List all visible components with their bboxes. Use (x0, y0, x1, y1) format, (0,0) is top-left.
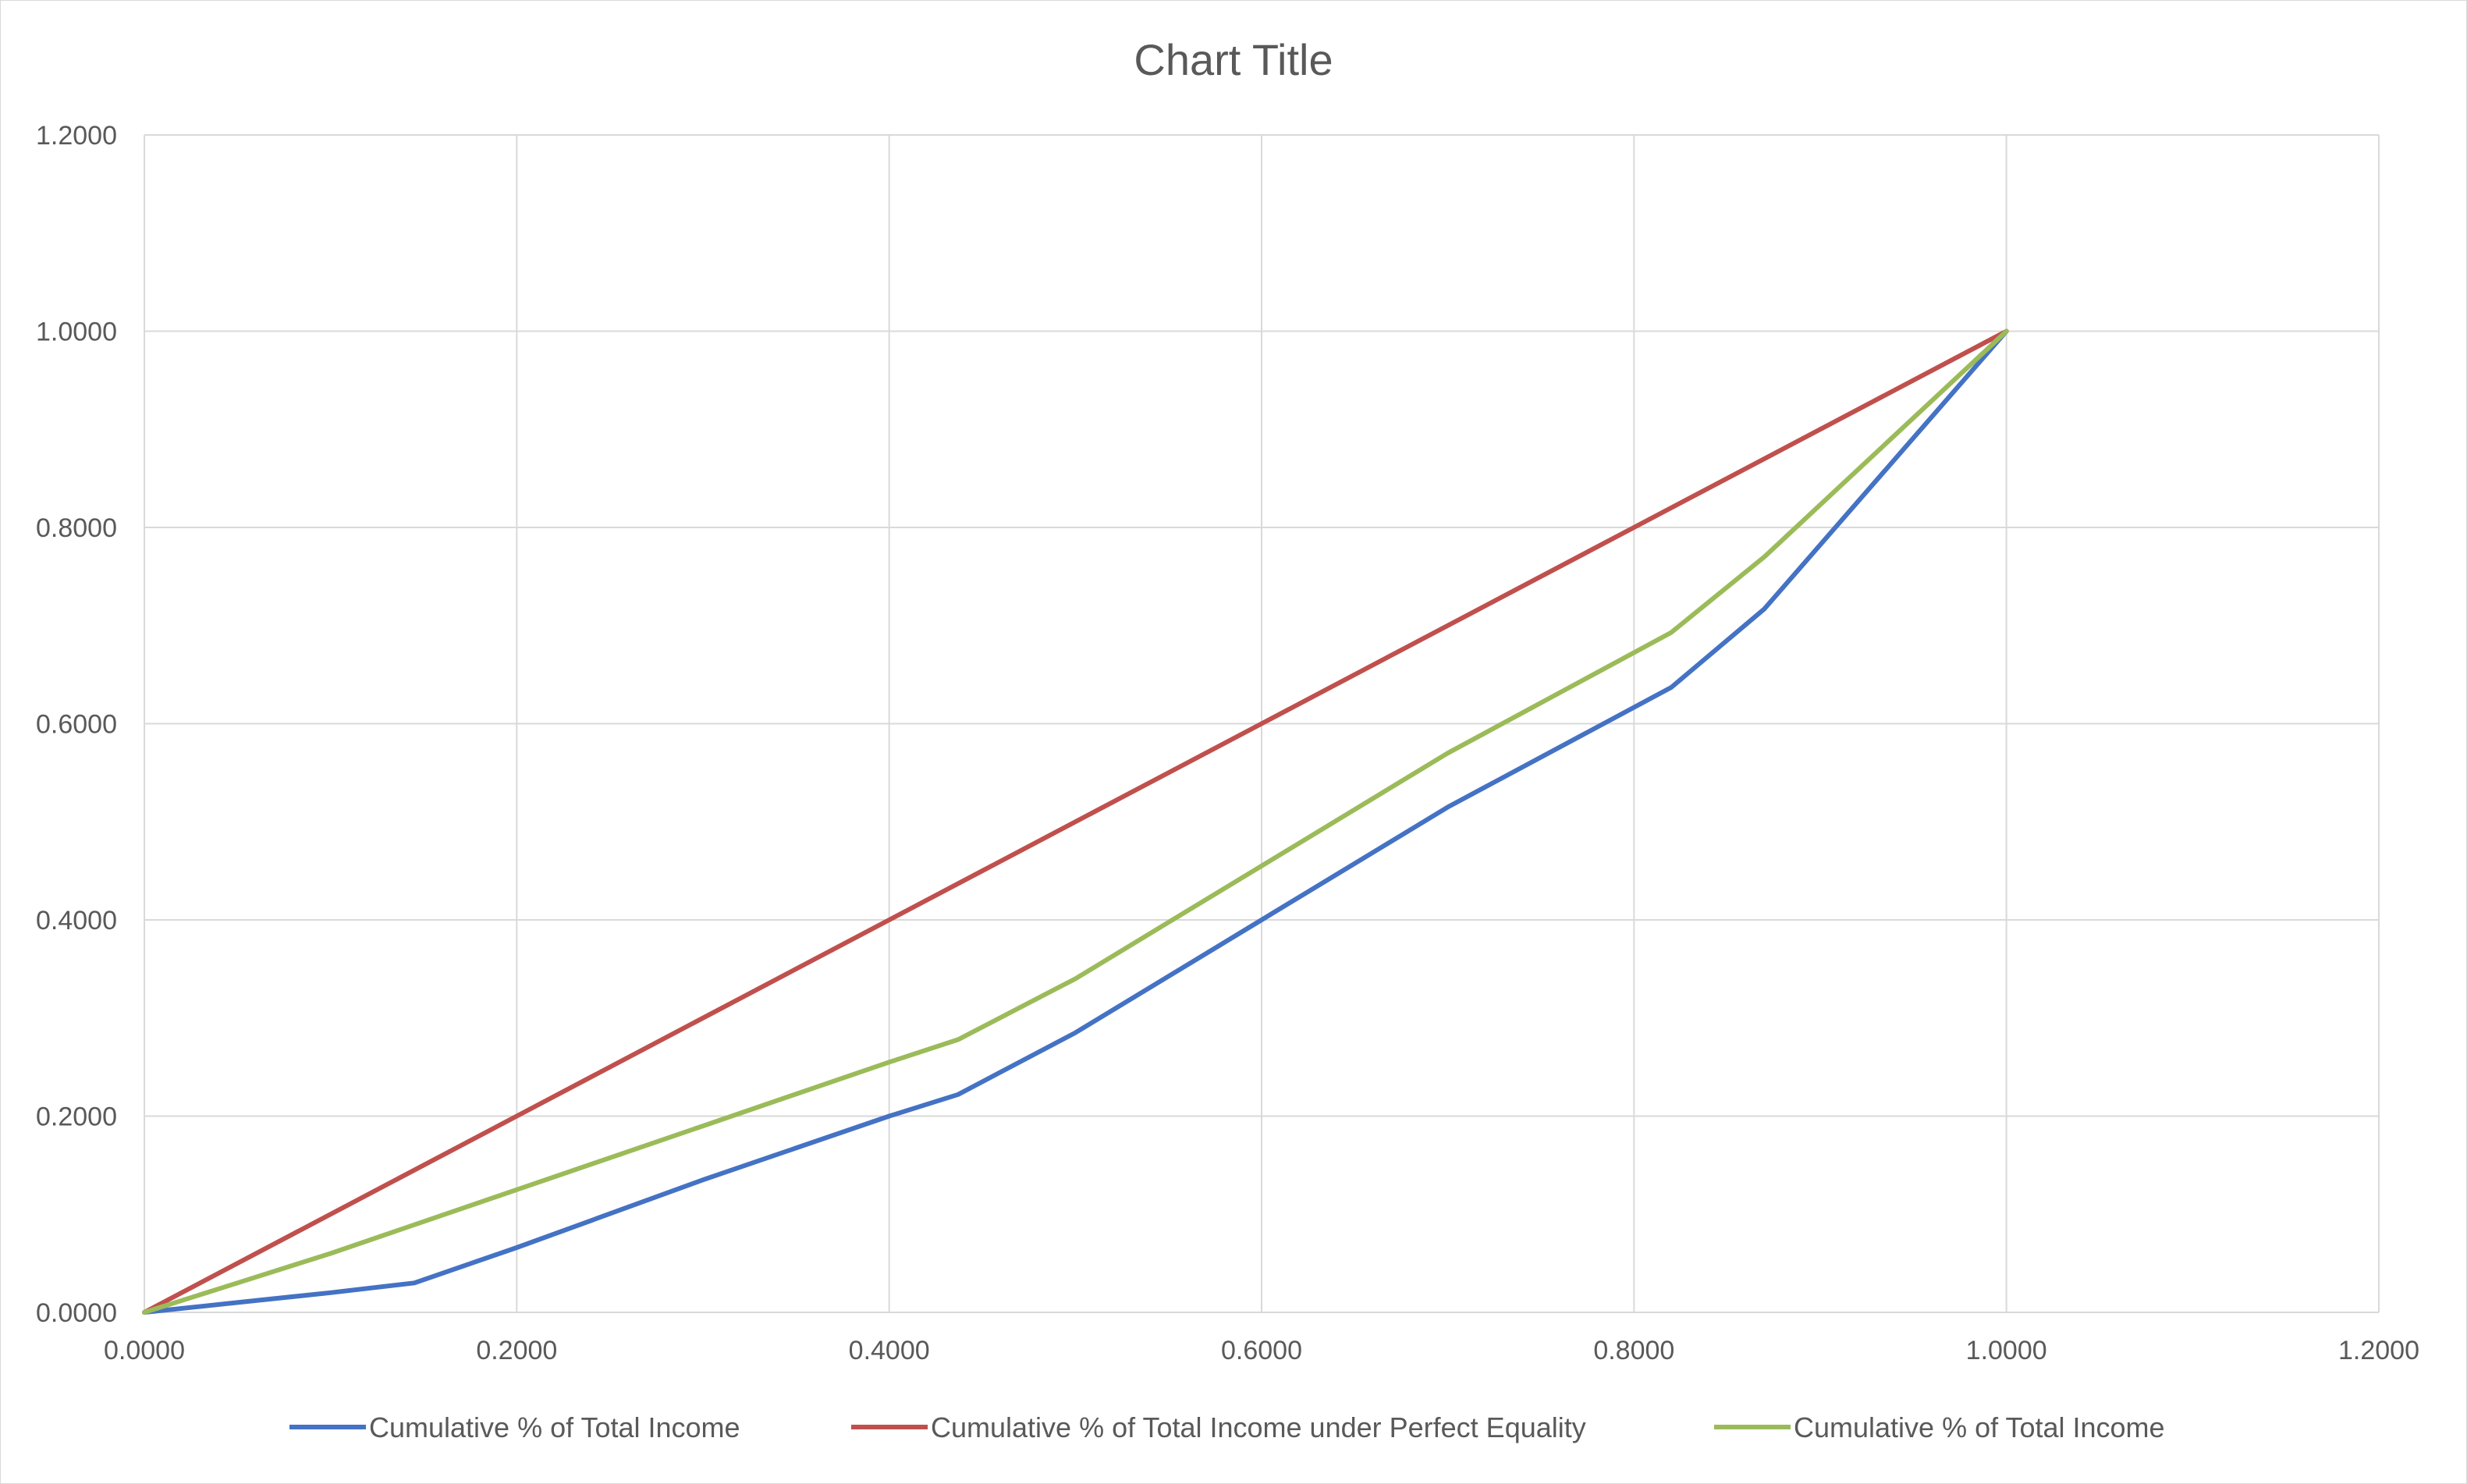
legend-item-3: Cumulative % of Total Income (1714, 1411, 2165, 1443)
x-tick-label: 0.6000 (1221, 1336, 1302, 1365)
y-tick-label: 1.2000 (36, 121, 117, 151)
chart-title: Chart Title (1134, 35, 1333, 84)
legend: Cumulative % of Total Income Cumulative %… (289, 1411, 2165, 1443)
series-lines (142, 328, 2009, 1315)
x-tick-label: 1.0000 (1966, 1336, 2047, 1365)
y-tick-label: 0.2000 (36, 1102, 117, 1132)
y-tick-label: 0.0000 (36, 1298, 117, 1328)
legend-label: Cumulative % of Total Income under Perfe… (931, 1411, 1586, 1443)
x-tick-label: 0.2000 (476, 1336, 557, 1365)
x-tick-label: 0.4000 (849, 1336, 930, 1365)
series-line-2 (142, 328, 2009, 1315)
y-tick-label: 1.0000 (36, 318, 117, 347)
legend-item-1: Cumulative % of Total Income (289, 1411, 740, 1443)
legend-label: Cumulative % of Total Income (1794, 1411, 2165, 1443)
legend-label: Cumulative % of Total Income (369, 1411, 740, 1443)
x-tick-label: 0.0000 (104, 1336, 185, 1365)
x-tick-label: 0.8000 (1593, 1336, 1674, 1365)
x-tick-label: 1.2000 (2338, 1336, 2419, 1365)
y-tick-label: 0.4000 (36, 906, 117, 935)
x-axis-ticks: 0.0000 0.2000 0.4000 0.6000 0.8000 1.0000 1.20… (104, 1336, 2419, 1365)
series-line-3 (142, 328, 2009, 1315)
y-axis-ticks: 0.0000 0.2000 0.4000 0.6000 0.8000 1.0000 1.20… (36, 121, 117, 1328)
y-tick-label: 0.8000 (36, 513, 117, 543)
y-tick-label: 0.6000 (36, 710, 117, 740)
legend-item-2: Cumulative % of Total Income under Perfe… (851, 1411, 1586, 1443)
series-line-1 (142, 328, 2009, 1315)
